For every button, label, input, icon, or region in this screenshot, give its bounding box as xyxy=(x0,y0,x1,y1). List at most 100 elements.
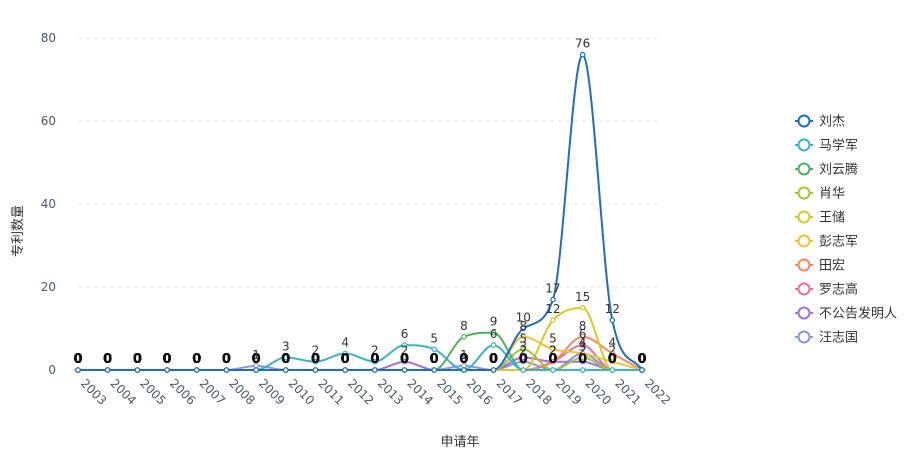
legend-label: 田宏 xyxy=(819,259,845,274)
data-label: 0 xyxy=(637,352,646,367)
data-label: 0 xyxy=(370,352,379,367)
legend-item[interactable]: 刘云腾 xyxy=(795,162,858,178)
data-label: 0 xyxy=(281,352,290,367)
data-label: 0 xyxy=(133,352,142,367)
data-label: 0 xyxy=(73,352,82,367)
data-label: 0 xyxy=(222,352,231,367)
data-label: 10 xyxy=(516,311,531,325)
legend-marker xyxy=(797,234,811,248)
data-label: 0 xyxy=(73,352,82,367)
legend-item[interactable]: 彭志军 xyxy=(795,234,858,250)
data-label: 0 xyxy=(519,352,528,367)
data-label: 1 xyxy=(252,348,260,362)
data-point xyxy=(282,354,289,361)
data-point xyxy=(520,367,527,373)
y-tick-label: 60 xyxy=(41,114,56,128)
legend-item[interactable]: 刘杰 xyxy=(795,114,845,130)
data-label: 0 xyxy=(637,352,646,367)
data-point xyxy=(461,367,467,373)
data-label: 0 xyxy=(400,352,409,367)
x-axis-title: 申请年 xyxy=(440,435,479,450)
data-point xyxy=(312,358,319,365)
data-point xyxy=(579,367,586,373)
data-label: 0 xyxy=(103,352,112,367)
data-point xyxy=(609,317,616,324)
data-label: 6 xyxy=(579,327,587,341)
data-label: 0 xyxy=(608,352,617,367)
data-label: 0 xyxy=(192,352,201,367)
data-label: 0 xyxy=(548,352,557,367)
data-label: 0 xyxy=(370,352,379,367)
data-label: 0 xyxy=(311,352,320,367)
data-label: 2 xyxy=(608,344,616,358)
x-tick-label: 2012 xyxy=(345,376,376,407)
data-label: 0 xyxy=(163,352,172,367)
data-label: 2 xyxy=(549,344,557,358)
legend-item[interactable]: 王储 xyxy=(795,210,845,226)
data-point xyxy=(372,358,378,365)
data-label: 0 xyxy=(252,352,261,367)
data-label: 0 xyxy=(400,352,409,367)
data-label: 0 xyxy=(73,352,82,367)
data-label: 2 xyxy=(401,344,409,358)
data-label: 3 xyxy=(282,340,290,354)
legend-marker xyxy=(797,114,811,128)
data-point xyxy=(342,367,348,373)
data-label: 0 xyxy=(252,352,261,367)
series-lines xyxy=(75,51,645,373)
data-point xyxy=(490,367,497,373)
data-label: 0 xyxy=(459,352,468,367)
data-label: 0 xyxy=(281,352,290,367)
data-point xyxy=(282,367,289,373)
data-label: 0 xyxy=(73,352,82,367)
data-label: 6 xyxy=(490,327,498,341)
data-label: 0 xyxy=(489,352,498,367)
data-point xyxy=(461,333,467,340)
legend-item[interactable]: 罗志高 xyxy=(795,282,858,298)
data-label: 0 xyxy=(252,352,261,367)
data-point xyxy=(550,367,556,373)
legend-label: 肖华 xyxy=(819,187,845,202)
data-point xyxy=(579,333,586,340)
data-label: 15 xyxy=(575,290,590,304)
data-label: 0 xyxy=(489,352,498,367)
data-label: 0 xyxy=(548,352,557,367)
data-label: 0 xyxy=(608,352,617,367)
data-point xyxy=(490,329,497,336)
data-point xyxy=(401,367,408,373)
data-label: 3 xyxy=(519,340,527,354)
data-label: 0 xyxy=(519,352,528,367)
data-label: 0 xyxy=(489,352,498,367)
data-label: 0 xyxy=(459,352,468,367)
legend-item[interactable]: 肖华 xyxy=(795,186,845,202)
data-label: 0 xyxy=(133,352,142,367)
legend-item[interactable]: 不公告发明人 xyxy=(795,306,897,322)
data-label: 0 xyxy=(430,352,439,367)
legend-item[interactable]: 马学军 xyxy=(795,138,858,154)
legend-label: 刘云腾 xyxy=(819,162,858,178)
data-label: 0 xyxy=(489,352,498,367)
data-label: 0 xyxy=(73,352,82,367)
data-label: 0 xyxy=(133,352,142,367)
data-label: 0 xyxy=(281,352,290,367)
data-label: 5 xyxy=(519,331,527,345)
data-label: 0 xyxy=(637,352,646,367)
data-label: 0 xyxy=(192,352,201,367)
data-point xyxy=(609,350,616,357)
data-label: 6 xyxy=(401,327,409,341)
grid-lines xyxy=(78,37,660,288)
data-point xyxy=(372,367,378,373)
x-tick-label: 2005 xyxy=(137,376,168,407)
data-label: 0 xyxy=(163,352,172,367)
data-point xyxy=(401,342,408,348)
legend-item[interactable]: 汪志国 xyxy=(795,330,858,346)
legend-item[interactable]: 田宏 xyxy=(795,258,845,274)
x-tick-label: 2020 xyxy=(583,376,614,407)
data-point xyxy=(431,346,438,353)
data-label: 0 xyxy=(311,352,320,367)
data-label: 0 xyxy=(637,352,646,367)
data-label: 0 xyxy=(222,352,231,367)
data-label: 0 xyxy=(341,352,350,367)
data-label: 0 xyxy=(637,352,646,367)
